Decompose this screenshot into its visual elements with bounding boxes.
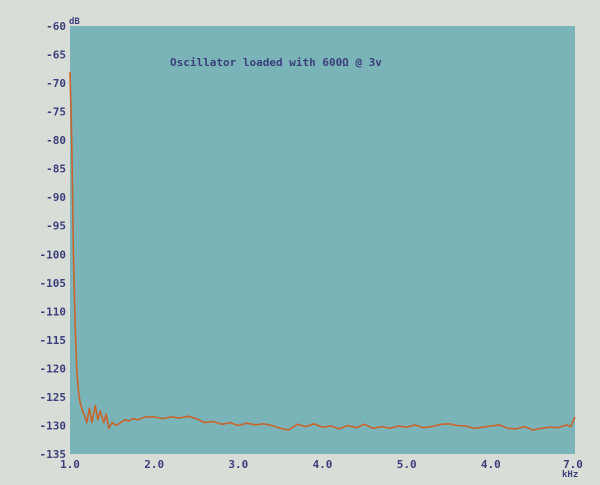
y-tick-label: -80 bbox=[46, 134, 66, 147]
x-tick-label: 1.0 bbox=[60, 458, 80, 471]
y-tick-label: -100 bbox=[40, 248, 67, 261]
y-tick-label: -90 bbox=[46, 191, 66, 204]
y-tick-label: -60 bbox=[46, 20, 66, 33]
x-unit-label: kHz bbox=[562, 470, 578, 480]
y-tick-label: -70 bbox=[46, 77, 66, 90]
y-unit-label: dB bbox=[69, 17, 80, 27]
series-layer bbox=[69, 71, 576, 431]
y-tick-label: -105 bbox=[40, 277, 67, 290]
x-tick-label: 4.0 bbox=[481, 458, 501, 471]
x-tick-label: 2.0 bbox=[144, 458, 164, 471]
y-tick-label: -130 bbox=[40, 419, 67, 432]
x-tick-label: 5.0 bbox=[397, 458, 417, 471]
y-tick-label: -65 bbox=[46, 49, 66, 62]
x-tick-label: 7.0 bbox=[563, 458, 583, 471]
plot-area bbox=[70, 26, 575, 454]
series-line bbox=[69, 71, 576, 431]
y-tick-label: -115 bbox=[40, 334, 67, 347]
y-tick-label: -110 bbox=[40, 305, 67, 318]
y-tick-label: -85 bbox=[46, 163, 66, 176]
x-tick-label: 4.0 bbox=[313, 458, 333, 471]
y-tick-label: -120 bbox=[40, 362, 67, 375]
y-axis: -60 -65 -70 -75 -80 -85 -90 -95 -100 -105 -110 -115… bbox=[40, 20, 67, 461]
y-tick-label: -75 bbox=[46, 106, 66, 119]
y-tick-label: -125 bbox=[40, 391, 67, 404]
x-axis: 1.0 2.0 3.0 4.0 5.0 4.0 7.0 bbox=[60, 458, 583, 471]
y-tick-label: -95 bbox=[46, 220, 66, 233]
x-tick-label: 3.0 bbox=[228, 458, 248, 471]
chart-title: Oscillator loaded with 600Ω @ 3v bbox=[170, 56, 382, 69]
y-tick-label: -135 bbox=[40, 448, 67, 461]
